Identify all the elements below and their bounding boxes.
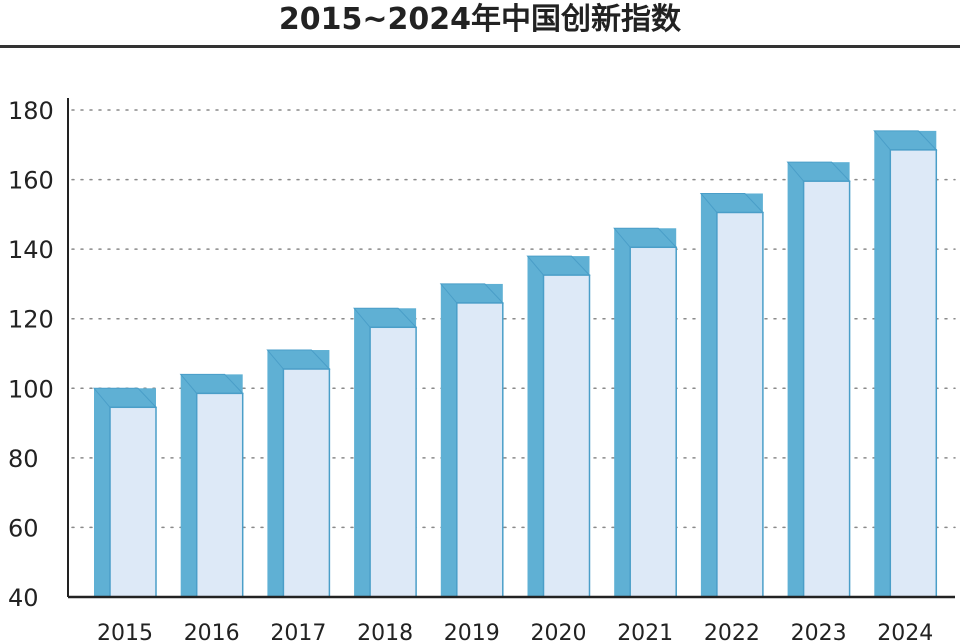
- bar-2019: [439, 283, 504, 598]
- y-tick-label-40: 40: [8, 584, 39, 612]
- y-tick-label-180: 180: [8, 97, 54, 125]
- y-tick-label-80: 80: [8, 445, 39, 473]
- bar-2024: [873, 130, 938, 598]
- y-tick-label-60: 60: [8, 514, 39, 542]
- bar-face-2023: [802, 180, 851, 598]
- bar-2021: [613, 227, 678, 598]
- bar-face-2024: [889, 149, 938, 598]
- y-tick-label-160: 160: [8, 167, 54, 195]
- bar-2017: [266, 349, 331, 598]
- bar-face-2015: [109, 406, 157, 598]
- x-tick-label-2018: 2018: [357, 621, 413, 643]
- x-tick-label-2020: 2020: [531, 621, 587, 643]
- x-tick-label-2022: 2022: [704, 621, 760, 643]
- y-tick-label-140: 140: [8, 236, 54, 264]
- y-tick-label-120: 120: [8, 306, 54, 334]
- gridlines: [71, 109, 956, 529]
- bar-face-2019: [456, 302, 504, 598]
- y-tick-label-100: 100: [8, 375, 54, 403]
- x-tick-label-2017: 2017: [270, 621, 326, 643]
- bars: [92, 130, 938, 598]
- x-tick-label-2021: 2021: [617, 621, 673, 643]
- bar-face-2018: [369, 326, 417, 598]
- x-tick-label-2016: 2016: [184, 621, 240, 643]
- bar-face-2020: [542, 274, 591, 598]
- x-tick-label-2019: 2019: [444, 621, 500, 643]
- bar-face-2017: [282, 368, 331, 598]
- bar-2020: [526, 255, 591, 598]
- x-tick-label-2024: 2024: [877, 621, 933, 643]
- chart-title: 2015~2024年中国创新指数: [278, 2, 682, 37]
- bar-face-2021: [629, 246, 677, 598]
- bar-2022: [699, 192, 765, 598]
- x-tick-label-2015: 2015: [97, 621, 153, 643]
- bar-2015: [92, 387, 158, 598]
- bar-2018: [353, 307, 418, 598]
- bar-face-2016: [195, 392, 244, 598]
- bar-2023: [786, 161, 851, 598]
- x-tick-label-2023: 2023: [791, 621, 847, 643]
- bar-face-2022: [716, 211, 764, 598]
- x-axis: 2015 2016 2017 2018 2019 2020 2021 2022 2023 2024: [68, 595, 955, 643]
- y-axis: 40 60 80 100 120 140 160 180: [8, 97, 69, 612]
- bar-2016: [179, 373, 244, 598]
- title-divider: [0, 45, 960, 48]
